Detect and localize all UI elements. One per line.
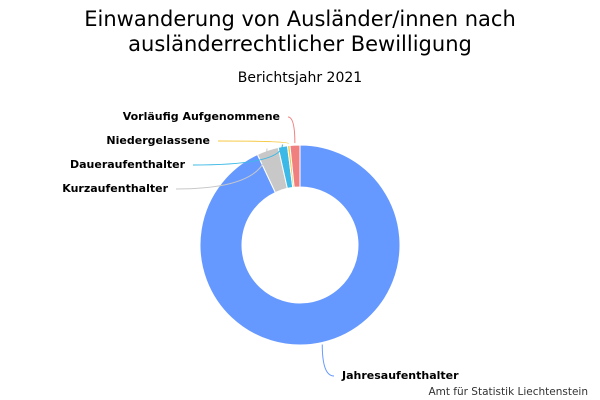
slice (199, 144, 401, 346)
leader-line (175, 148, 268, 190)
chart-title: Einwanderung von Ausländer/innen nach (84, 7, 516, 31)
credit: Amt für Statistik Liechtenstein (428, 386, 588, 398)
leader-line (287, 116, 296, 144)
leader-line (321, 344, 335, 377)
chart-title: ausländerrechtlicher Bewilligung (128, 32, 472, 56)
slice-label: Jahresaufenthalter (341, 369, 459, 382)
leader-line (192, 144, 283, 166)
slice (289, 144, 301, 188)
chart-subtitle: Berichtsjahr 2021 (238, 70, 362, 86)
leader-line (217, 140, 289, 145)
slice-label: Niedergelassene (106, 134, 210, 147)
slice-label: Daueraufenthalter (70, 158, 186, 171)
slice-label: Kurzaufenthalter (62, 182, 168, 195)
slice-label: Vorläufig Aufgenommene (123, 110, 280, 123)
